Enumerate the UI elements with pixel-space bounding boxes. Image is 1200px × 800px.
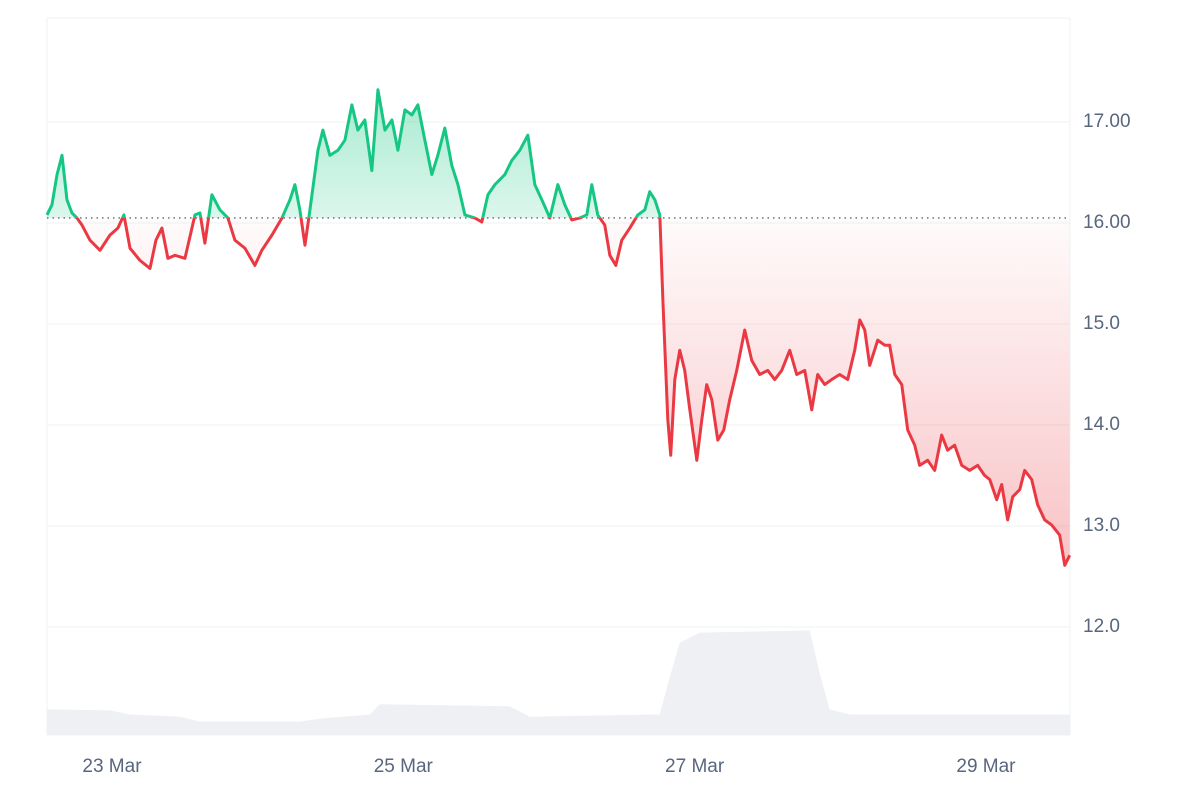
y-tick-label: 14.0 <box>1083 414 1120 435</box>
price-area <box>47 89 1070 566</box>
y-tick-label: 15.0 <box>1083 313 1120 334</box>
x-tick-label: 27 Mar <box>665 756 725 777</box>
y-tick-label: 17.00 <box>1083 111 1131 132</box>
y-tick-label: 13.0 <box>1083 515 1120 536</box>
y-tick-label: 12.0 <box>1083 616 1120 637</box>
y-tick-label: 16.00 <box>1083 212 1131 233</box>
volume-area <box>47 630 1070 735</box>
x-tick-label: 23 Mar <box>82 756 142 777</box>
price-line <box>45 88 1072 567</box>
x-tick-label: 25 Mar <box>374 756 434 777</box>
x-tick-label: 29 Mar <box>956 756 1016 777</box>
